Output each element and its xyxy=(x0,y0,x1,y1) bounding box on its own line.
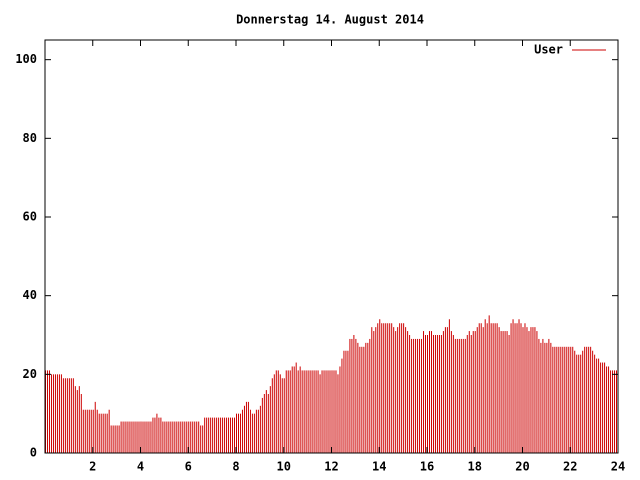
y-tick-label: 40 xyxy=(23,288,37,302)
x-tick-label: 20 xyxy=(515,460,529,474)
y-tick-label: 80 xyxy=(23,131,37,145)
x-tick-label: 14 xyxy=(372,460,386,474)
y-tick-label: 20 xyxy=(23,367,37,381)
plot-border xyxy=(44,39,619,454)
y-tick-label: 100 xyxy=(15,52,37,66)
x-tick-label: 24 xyxy=(611,460,625,474)
x-tick-label: 10 xyxy=(277,460,291,474)
y-tick-label: 60 xyxy=(23,210,37,224)
x-tick-label: 12 xyxy=(324,460,338,474)
x-tick-label: 18 xyxy=(468,460,482,474)
y-tick-label: 0 xyxy=(30,446,37,460)
x-tick-label: 4 xyxy=(137,460,144,474)
x-tick-label: 8 xyxy=(232,460,239,474)
legend-label: User xyxy=(534,43,563,57)
chart-title: Donnerstag 14. August 2014 xyxy=(236,13,424,27)
x-tick-label: 2 xyxy=(89,460,96,474)
x-tick-label: 6 xyxy=(185,460,192,474)
x-tick-label: 16 xyxy=(420,460,434,474)
x-tick-label: 22 xyxy=(563,460,577,474)
